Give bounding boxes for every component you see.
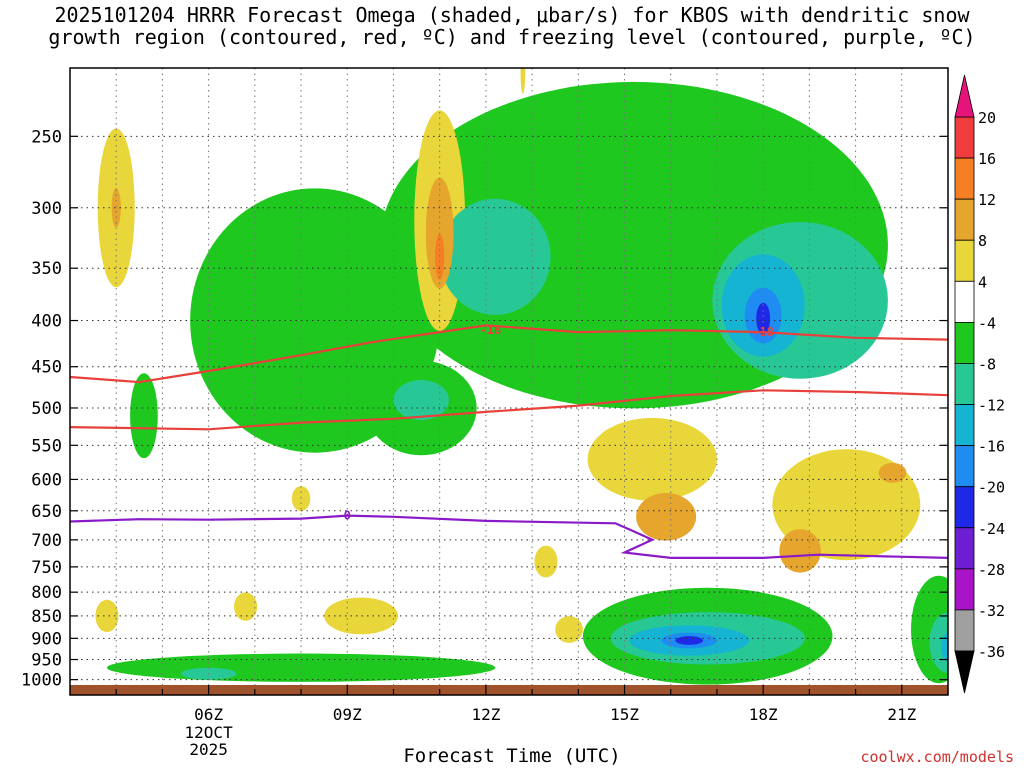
- colorbar: 20 16 12 8 4 -4 -8 -12 -16 -20 -24 -28 -32 -36: [954, 74, 1005, 694]
- y-tick-label: 850: [31, 607, 62, 627]
- omega-region-pos5: [878, 462, 907, 483]
- omega-region-neg9: [756, 302, 771, 335]
- colorbar-bin: [954, 280, 975, 323]
- y-tick-label: 300: [31, 199, 62, 219]
- colorbar-label: -20: [978, 479, 1005, 497]
- colorbar-bin: [954, 363, 975, 405]
- colorbar-under-arrow: [954, 650, 975, 694]
- freezing-level-line: [70, 514, 948, 559]
- x-tick-label: 15Z: [610, 705, 639, 724]
- dgz-contour-label: -18: [480, 323, 502, 337]
- colorbar-bin: [954, 404, 975, 447]
- x-date-label: 12OCT: [185, 723, 234, 742]
- colorbar-bin: [954, 198, 975, 241]
- omega-region-pos4: [534, 545, 558, 578]
- y-tick-label: 800: [31, 583, 62, 603]
- colorbar-bin: [954, 527, 975, 570]
- omega-region-pos5: [111, 188, 121, 228]
- omega-region-pos4: [555, 616, 583, 643]
- y-tick-label: 700: [31, 531, 62, 551]
- grid-lines: [70, 68, 948, 695]
- omega-region-pos4: [587, 417, 717, 501]
- omega-region-pos6: [435, 233, 445, 280]
- omega-region-pos4: [324, 597, 399, 635]
- colorbar-label: 4: [978, 273, 987, 291]
- colorbar-label: -28: [978, 561, 1005, 579]
- colorbar-label: 20: [978, 109, 996, 127]
- colorbar-label: 8: [978, 232, 987, 250]
- colorbar-bin: [954, 116, 975, 159]
- chart-title-line-2: growth region (contoured, red, ºC) and f…: [48, 25, 976, 49]
- x-tick-label: 21Z: [887, 705, 916, 724]
- x-axis-title: Forecast Time (UTC): [403, 745, 621, 767]
- omega-region-neg6: [929, 612, 948, 673]
- colorbar-bin: [954, 609, 975, 652]
- colorbar-label: -32: [978, 602, 1005, 620]
- y-tick-label: 600: [31, 470, 62, 490]
- ground-surface-bar: [70, 685, 948, 695]
- omega-region-neg6: [439, 198, 551, 315]
- y-tick-label: 350: [31, 259, 62, 279]
- omega-region-pos4: [291, 486, 311, 511]
- colorbar-label: -16: [978, 438, 1005, 456]
- colorbar-label: -24: [978, 520, 1005, 538]
- x-tick-label: 06Z: [194, 705, 223, 724]
- colorbar-bin: [954, 486, 975, 529]
- y-tick-label: 450: [31, 358, 62, 378]
- x-tick-label: 12Z: [471, 705, 500, 724]
- y-tick-label: 400: [31, 312, 62, 332]
- colorbar-label: -12: [978, 397, 1005, 415]
- colorbar-label: 12: [978, 191, 996, 209]
- omega-region-pos4: [234, 592, 258, 621]
- omega-region-pos5: [636, 493, 697, 541]
- plot-frame: [69, 67, 949, 696]
- x-date-label: 2025: [189, 740, 228, 759]
- colorbar-label: -4: [978, 314, 996, 332]
- chart-title: 2025101204 HRRR Forecast Omega (shaded, …: [0, 4, 1024, 48]
- colorbar-label: -36: [978, 643, 1005, 661]
- y-tick-label: 1000: [21, 671, 62, 691]
- y-tick-label: 750: [31, 558, 62, 578]
- dgz-contour-line-2: [70, 389, 948, 431]
- omega-region-neg9: [675, 636, 704, 645]
- omega-region-neg6: [393, 380, 449, 421]
- y-tick-label: 950: [31, 651, 62, 671]
- x-tick-label: 18Z: [749, 705, 778, 724]
- dgz-contour-label: -18: [752, 325, 774, 339]
- y-tick-label: 900: [31, 629, 62, 649]
- colorbar-label: 16: [978, 150, 996, 168]
- y-tick-label: 500: [31, 399, 62, 419]
- colorbar-bin: [954, 157, 975, 200]
- omega-region-pos4: [95, 599, 119, 633]
- omega-region-neg7: [941, 631, 948, 663]
- colorbar-bin: [954, 568, 975, 611]
- omega-region-neg5: [130, 373, 158, 459]
- y-tick-label: 250: [31, 127, 62, 147]
- colorbar-over-arrow: [954, 74, 975, 118]
- omega-region-pos5: [779, 529, 821, 573]
- colorbar-bin: [954, 445, 975, 488]
- colorbar-bin: [954, 239, 975, 282]
- watermark: coolwx.com/models: [860, 748, 1014, 766]
- freezing-level-label: 0: [344, 509, 351, 523]
- colorbar-label: -8: [978, 355, 996, 373]
- chart-title-line-1: 2025101204 HRRR Forecast Omega (shaded, …: [54, 3, 970, 27]
- y-tick-label: 550: [31, 436, 62, 456]
- y-tick-label: 650: [31, 502, 62, 522]
- dgz-contour-line-1: [70, 324, 948, 384]
- colorbar-bin: [954, 321, 975, 364]
- contour-lines: -18 -18 0: [70, 323, 948, 559]
- x-tick-label: 09Z: [333, 705, 362, 724]
- y-axis: 2503003504004505005506006507007508008509…: [21, 127, 948, 691]
- omega-region-pos4: [520, 68, 526, 94]
